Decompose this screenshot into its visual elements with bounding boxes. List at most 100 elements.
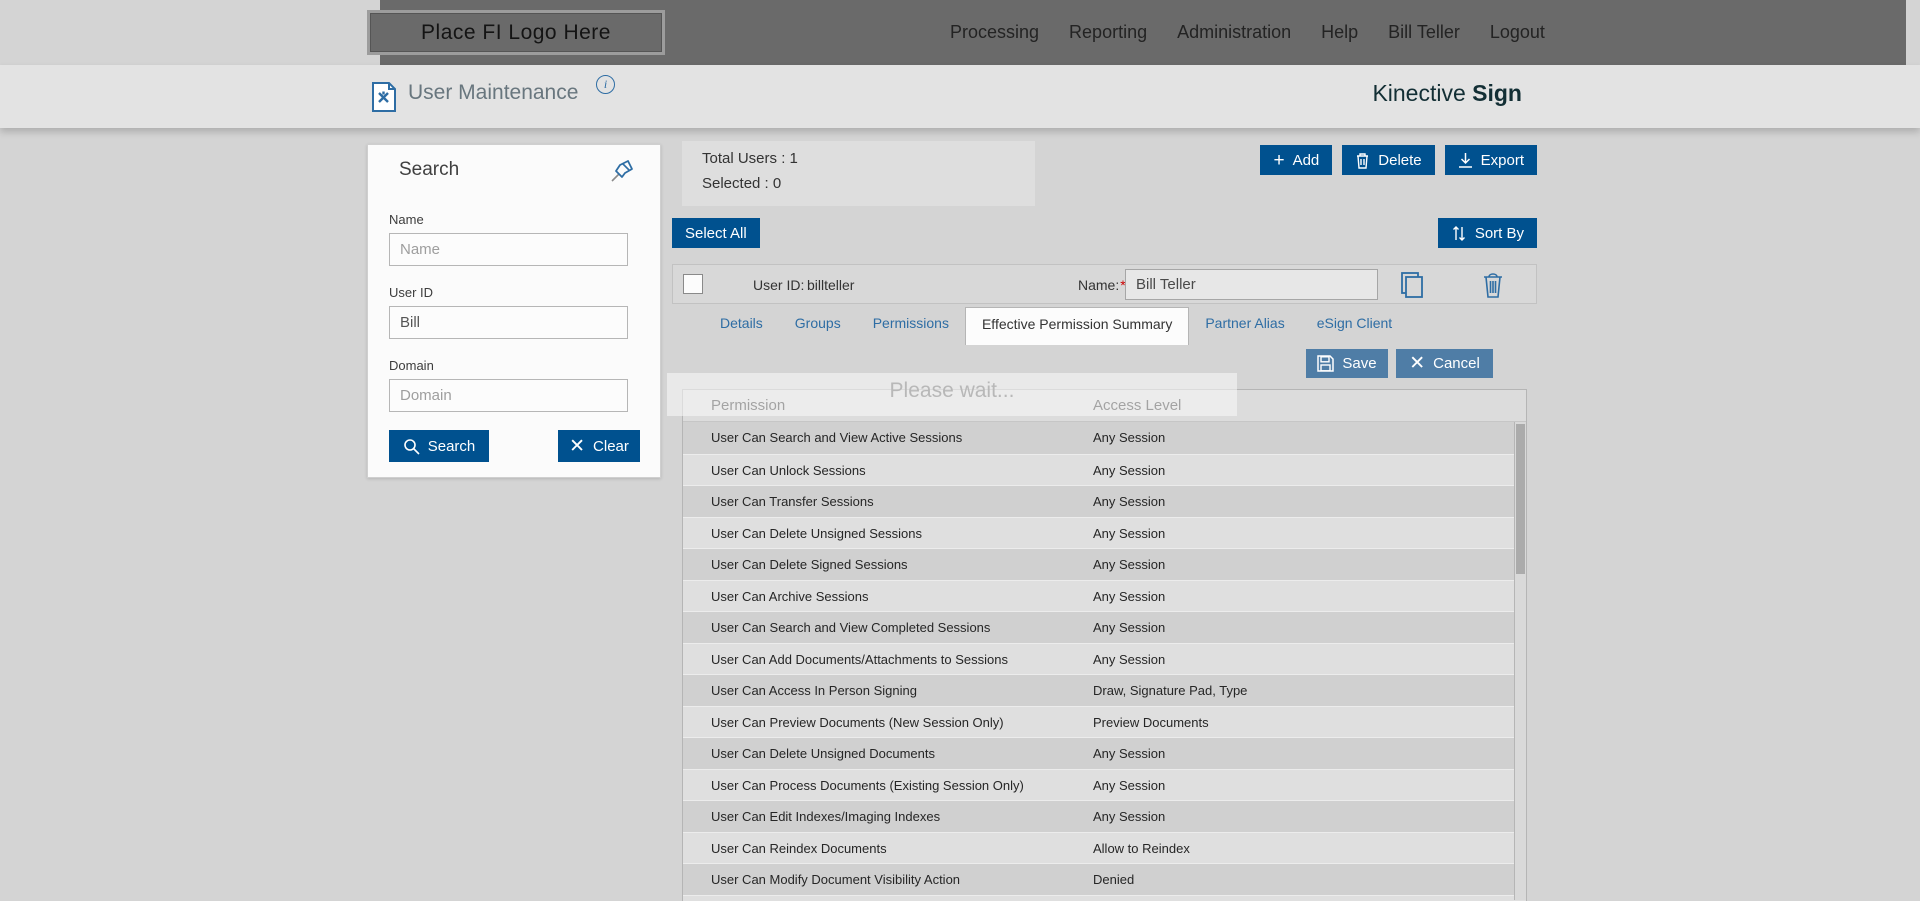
nav-item[interactable]: Logout [1489, 22, 1545, 42]
user-name-label: Name:* [1078, 277, 1126, 293]
plus-icon: + [1273, 149, 1285, 171]
table-row[interactable]: User Can Delete Signed Sessions Any Sess… [683, 548, 1526, 580]
table-row[interactable]: User Can Process Documents (Existing Ses… [683, 768, 1526, 800]
access-level-cell: Any Session [1093, 494, 1166, 509]
table-row[interactable]: User Can Edit Indexes/Imaging Indexes An… [683, 800, 1526, 832]
permission-cell: User Can Delete Unsigned Sessions [711, 525, 922, 541]
search-icon [403, 438, 420, 455]
tab[interactable]: Partner Alias [1205, 315, 1285, 331]
access-level-cell: Allow to Reindex [1093, 840, 1190, 856]
permission-cell: User Can Process Documents (Existing Ses… [711, 777, 1024, 793]
copy-user-icon[interactable] [1399, 271, 1425, 299]
table-row[interactable]: User Can Preview Documents (New Session … [683, 705, 1526, 737]
tab[interactable]: Details [720, 315, 763, 331]
page-title: User Maintenance [408, 81, 579, 104]
table-row[interactable]: User Can Search and View Active Sessions… [683, 422, 1526, 454]
user-checkbox[interactable] [683, 274, 703, 294]
nav-item[interactable]: Administration [1177, 22, 1292, 42]
permission-cell: User Can Edit Indexes/Imaging Indexes [711, 809, 941, 824]
selected-count-text: Selected : 0 [702, 175, 782, 192]
tab[interactable]: eSign Client [1316, 315, 1393, 331]
access-level-cell: Any Session [1093, 430, 1166, 445]
table-row[interactable]: User Can Add Documents/Attachments to Se… [683, 642, 1526, 674]
info-icon[interactable]: i [596, 75, 615, 94]
user-detail-tabs: Details Groups Permissions Effective Permis… [704, 307, 1408, 345]
access-level-cell: Any Session [1093, 525, 1166, 541]
summary-box: Total Users : 1 Selected : 0 [682, 141, 1035, 206]
nav-item[interactable]: Bill Teller [1388, 22, 1460, 42]
fi-logo-placeholder: Place FI Logo Here [367, 10, 665, 55]
access-level-cell: Any Session [1093, 777, 1166, 793]
download-icon [1458, 152, 1473, 168]
search-button[interactable]: Search [389, 430, 489, 462]
table-row[interactable]: User Can Unlock Sessions Any Session [683, 453, 1526, 485]
page-toolbar: User Maintenance i Kinective Sign [0, 65, 1920, 128]
nav-item[interactable]: Reporting [1069, 22, 1148, 42]
user-id-label: User ID: [753, 277, 805, 293]
fi-logo-text: Place FI Logo Here [421, 20, 611, 44]
tab[interactable]: Permissions [872, 315, 949, 331]
permissions-table: Permission Access Level User Can Search … [682, 389, 1527, 901]
access-level-cell: Any Session [1093, 557, 1166, 572]
user-row: User ID: billteller Name:* [672, 264, 1537, 304]
permission-cell: User Can Preview Documents (New Session … [711, 714, 1004, 730]
name-search-input[interactable] [389, 233, 628, 266]
tab[interactable]: Groups [794, 315, 841, 331]
access-level-cell: Any Session [1093, 462, 1166, 478]
select-all-button[interactable]: Select All [672, 218, 760, 248]
user-maintenance-icon [371, 82, 397, 112]
pin-icon[interactable] [608, 157, 636, 185]
table-row[interactable] [683, 894, 1526, 901]
brand-logo: Kinective Sign [1372, 80, 1522, 106]
main-nav: Processing Reporting Administration Help Bil… [950, 0, 1545, 65]
permission-cell: User Can Unlock Sessions [711, 462, 866, 478]
table-row[interactable]: User Can Transfer Sessions Any Session [683, 485, 1526, 517]
access-level-cell: Draw, Signature Pad, Type [1093, 683, 1248, 698]
table-row[interactable]: User Can Delete Unsigned Sessions Any Se… [683, 516, 1526, 548]
sort-by-button[interactable]: Sort By [1437, 218, 1537, 248]
list-actions: + Add Delete Export [1260, 145, 1537, 175]
scrollbar-thumb[interactable] [1516, 424, 1525, 574]
table-row[interactable]: User Can Reindex Documents Allow to Rein… [683, 831, 1526, 863]
domain-field-label: Domain [389, 358, 434, 373]
user-id-search-input[interactable] [389, 306, 628, 339]
nav-item[interactable]: Processing [950, 22, 1040, 42]
nav-item[interactable]: Help [1321, 22, 1359, 42]
cancel-button[interactable]: ✕ Cancel [1396, 349, 1493, 378]
save-button[interactable]: Save [1306, 349, 1388, 378]
access-level-cell: Any Session [1093, 651, 1166, 667]
total-users-text: Total Users : 1 [702, 150, 798, 167]
delete-button[interactable]: Delete [1342, 145, 1435, 175]
table-row[interactable]: User Can Archive Sessions Any Session [683, 579, 1526, 611]
table-row[interactable]: User Can Search and View Completed Sessi… [683, 611, 1526, 643]
access-level-cell: Preview Documents [1093, 714, 1209, 730]
search-panel-title: Search [399, 159, 460, 180]
user-id-value: billteller [807, 277, 855, 293]
domain-search-input[interactable] [389, 379, 628, 412]
delete-user-icon[interactable] [1481, 271, 1505, 299]
table-row[interactable]: User Can Delete Unsigned Documents Any S… [683, 737, 1526, 769]
user-id-field-label: User ID [389, 285, 434, 300]
access-level-cell: Any Session [1093, 809, 1166, 824]
permission-cell: User Can Delete Unsigned Documents [711, 746, 935, 761]
name-field-label: Name [389, 212, 424, 227]
tab[interactable]: Effective Permission Summary [964, 307, 1190, 345]
access-level-cell: Denied [1093, 872, 1135, 887]
please-wait-text: Please wait... [889, 379, 1015, 402]
trash-icon [1355, 152, 1370, 169]
loading-overlay: Please wait... [667, 373, 1237, 416]
permission-cell: User Can Transfer Sessions [711, 494, 874, 509]
permission-cell: User Can Add Documents/Attachments to Se… [711, 651, 1008, 667]
clear-x-icon: ✕ [569, 435, 586, 457]
add-button[interactable]: + Add [1260, 145, 1333, 175]
clear-button[interactable]: ✕ Clear [558, 430, 640, 462]
table-row[interactable]: User Can Access In Person Signing Draw, … [683, 674, 1526, 706]
user-name-input[interactable] [1125, 269, 1378, 300]
permission-cell: User Can Reindex Documents [711, 840, 887, 856]
table-scrollbar[interactable] [1514, 422, 1526, 900]
search-panel: Search Name User ID Domain Search [367, 144, 661, 478]
export-button[interactable]: Export [1444, 145, 1537, 175]
table-row[interactable]: User Can Modify Document Visibility Acti… [683, 863, 1526, 895]
permission-cell: User Can Access In Person Signing [711, 683, 917, 698]
required-asterisk: * [1120, 277, 1126, 293]
